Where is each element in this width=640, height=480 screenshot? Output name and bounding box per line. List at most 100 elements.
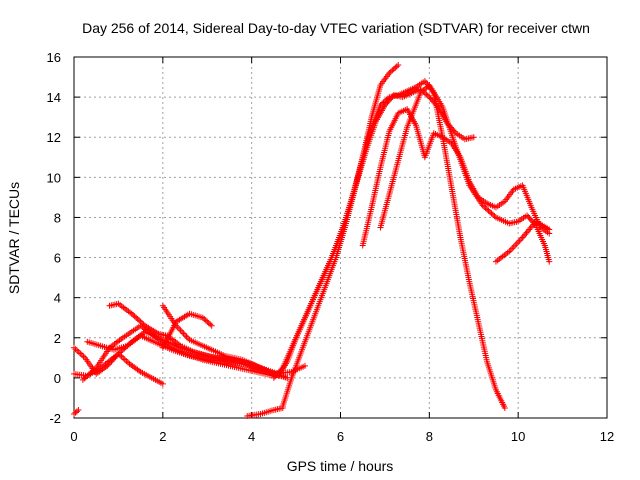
data-point — [134, 316, 141, 323]
data-point — [484, 206, 491, 213]
x-tick-label: 12 — [600, 429, 614, 444]
data-point — [423, 84, 430, 91]
data-point — [487, 209, 494, 216]
data-point — [270, 374, 277, 381]
x-tick-label: 6 — [337, 429, 344, 444]
data-point — [88, 368, 95, 375]
data-point — [201, 316, 208, 323]
x-tick-label: 8 — [426, 429, 433, 444]
data-point — [136, 317, 143, 324]
data-point — [426, 94, 433, 101]
y-axis-label: SDTVAR / TECUs — [6, 182, 22, 294]
data-point — [428, 96, 435, 103]
data-point — [481, 203, 488, 210]
data-point — [546, 258, 553, 265]
data-point — [204, 318, 211, 325]
data-point — [275, 369, 282, 376]
data-point — [386, 70, 393, 77]
data-point — [91, 366, 98, 373]
data-point — [380, 99, 387, 106]
data-point — [488, 210, 495, 217]
data-point — [417, 90, 424, 97]
data-point — [491, 213, 498, 220]
y-tick-label: -2 — [49, 411, 61, 426]
data-point — [546, 226, 553, 233]
data-point — [489, 211, 496, 218]
data-point — [387, 68, 394, 75]
series-sat-h — [71, 406, 82, 417]
y-tick-label: 12 — [47, 130, 61, 145]
data-point — [395, 62, 402, 69]
data-point — [273, 372, 280, 379]
x-tick-label: 10 — [511, 429, 525, 444]
data-point — [377, 102, 384, 109]
y-tick-label: 2 — [54, 331, 61, 346]
data-point — [207, 321, 214, 328]
data-point — [423, 91, 430, 98]
data-point — [71, 410, 77, 417]
data-point — [87, 370, 94, 377]
data-point — [301, 362, 308, 369]
x-tick-labels: 0 2 4 6 8 10 12 — [70, 429, 614, 444]
y-tick-label: 14 — [47, 90, 61, 105]
data-point — [139, 320, 146, 327]
data-point — [72, 409, 79, 416]
data-point — [140, 321, 147, 328]
series-sat-l — [270, 78, 508, 411]
data-point — [389, 67, 396, 74]
y-tick-label: 16 — [47, 50, 61, 65]
data-point — [115, 350, 122, 357]
data-point — [501, 404, 508, 411]
data-point — [421, 86, 428, 93]
data-point — [81, 375, 88, 382]
series-sat-o — [492, 218, 553, 265]
data-point — [451, 128, 458, 135]
data-point — [427, 95, 434, 102]
data-point — [392, 64, 399, 71]
data-point — [85, 371, 92, 378]
data-point — [130, 312, 137, 319]
data-point — [277, 367, 284, 374]
data-point — [202, 317, 209, 324]
y-tick-labels: -2 0 2 4 6 8 10 12 14 16 — [47, 50, 61, 426]
y-tick-label: 4 — [54, 291, 61, 306]
data-point — [159, 380, 166, 387]
data-point — [82, 374, 89, 381]
data-point — [378, 100, 385, 107]
data-point — [208, 322, 215, 329]
y-tick-label: 6 — [54, 251, 61, 266]
data-point — [420, 87, 427, 94]
data-point — [381, 98, 388, 105]
y-tick-label: 0 — [54, 371, 61, 386]
chart-title: Day 256 of 2014, Sidereal Day-to-day VTE… — [82, 20, 590, 36]
data-point — [73, 408, 80, 415]
data-point — [524, 212, 531, 219]
x-tick-label: 0 — [70, 429, 77, 444]
x-axis-label: GPS time / hours — [287, 458, 394, 474]
data-point — [137, 318, 144, 325]
data-point — [390, 66, 397, 73]
data-point — [274, 370, 281, 377]
data-point — [84, 372, 91, 379]
data-point — [383, 96, 390, 103]
data-point — [128, 310, 135, 317]
y-tick-label: 10 — [47, 170, 61, 185]
data-point — [90, 367, 97, 374]
x-tick-label: 4 — [248, 429, 255, 444]
data-point — [205, 320, 212, 327]
data-point — [424, 92, 431, 99]
series-sat-n — [377, 82, 553, 265]
data-point — [393, 63, 400, 70]
data-point — [278, 366, 285, 373]
data-point — [485, 207, 492, 214]
data-point — [470, 134, 477, 141]
data-point — [75, 406, 82, 413]
data-point — [133, 314, 140, 321]
data-point — [424, 83, 431, 90]
data-point — [199, 314, 206, 321]
data-point — [384, 95, 391, 102]
data-point — [479, 202, 486, 209]
data-point — [79, 376, 86, 383]
